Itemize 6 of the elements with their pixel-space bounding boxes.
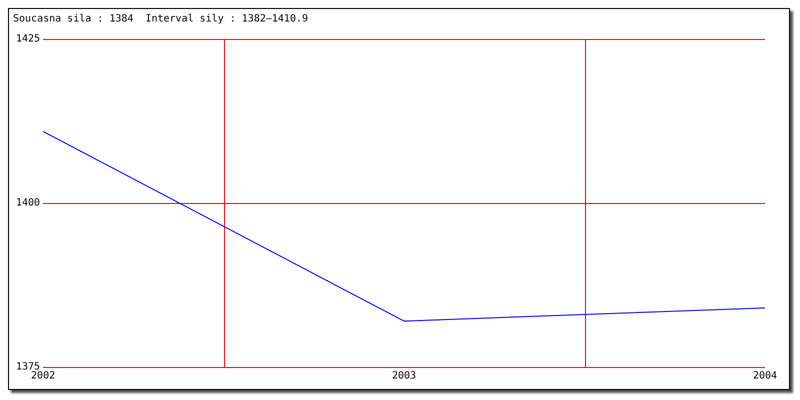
y-tick-label: 1425: [16, 34, 40, 45]
x-tick-label: 2004: [752, 370, 778, 382]
x-tick-label: 2002: [31, 370, 56, 382]
y-tick-label: 1400: [16, 198, 40, 209]
chart-title: Soucasna sila : 1384 Interval sily : 1382–1410.9: [13, 14, 308, 25]
x-tick-label: 2003: [392, 370, 416, 382]
